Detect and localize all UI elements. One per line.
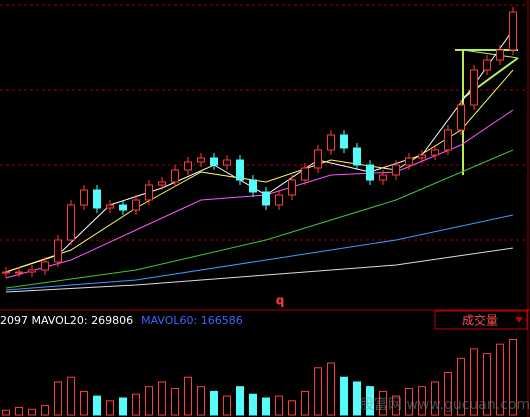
indicator-text: 2097 MAVOL20: 269806 bbox=[0, 314, 133, 327]
volume-bar bbox=[340, 376, 348, 416]
candle-body bbox=[340, 134, 348, 149]
volume-bar bbox=[509, 338, 517, 416]
marker-label: q bbox=[276, 294, 285, 308]
volume-bar bbox=[470, 348, 478, 416]
candle-body bbox=[119, 204, 127, 211]
candle-body bbox=[158, 181, 166, 186]
candle-body bbox=[262, 191, 270, 206]
candle-body bbox=[249, 179, 257, 193]
moving-average bbox=[5, 247, 514, 293]
candle-body bbox=[483, 59, 491, 71]
volume-bar bbox=[314, 367, 322, 416]
candle-body bbox=[275, 194, 283, 206]
volume-bar bbox=[405, 388, 413, 416]
candle-body bbox=[106, 204, 114, 209]
volume-bar bbox=[366, 386, 374, 416]
volume-bar bbox=[54, 381, 62, 416]
candle-body bbox=[223, 159, 231, 166]
volume-bar bbox=[132, 393, 140, 416]
volume-bar bbox=[249, 393, 257, 416]
volume-bar bbox=[2, 409, 10, 416]
candle-body bbox=[496, 49, 504, 61]
candle-body bbox=[184, 161, 192, 171]
candle-body bbox=[197, 157, 205, 163]
volume-bar bbox=[15, 406, 23, 416]
panel-label-box[interactable] bbox=[434, 310, 528, 330]
candle-body bbox=[444, 129, 452, 151]
moving-average bbox=[5, 69, 514, 273]
volume-bar bbox=[158, 381, 166, 416]
volume-bar bbox=[119, 397, 127, 416]
candle-body bbox=[366, 164, 374, 181]
volume-bar bbox=[496, 343, 504, 416]
volume-bar bbox=[106, 400, 114, 416]
candle-body bbox=[145, 184, 153, 201]
watermark: 股富网 www.gucuan.com bbox=[360, 396, 530, 413]
volume-bar bbox=[392, 395, 400, 416]
candle-body bbox=[379, 174, 387, 181]
volume-bar bbox=[483, 353, 491, 416]
candle-body bbox=[327, 134, 335, 151]
volume-bar bbox=[457, 357, 465, 416]
volume-bar bbox=[379, 390, 387, 416]
volume-bar bbox=[444, 372, 452, 416]
candle-body bbox=[288, 179, 296, 196]
volume-bar bbox=[93, 395, 101, 416]
candle-body bbox=[418, 154, 426, 159]
volume-bar bbox=[197, 386, 205, 416]
candle-body bbox=[392, 164, 400, 176]
candle-body bbox=[67, 204, 75, 241]
moving-average bbox=[5, 214, 514, 291]
candle-body bbox=[132, 199, 140, 211]
volume-bar bbox=[41, 405, 49, 416]
volume-bar bbox=[184, 376, 192, 416]
candle-body bbox=[509, 11, 517, 51]
volume-bar bbox=[327, 362, 335, 416]
candle-body bbox=[457, 104, 465, 131]
volume-bar bbox=[236, 386, 244, 416]
candle-body bbox=[470, 69, 478, 106]
volume-bar bbox=[262, 397, 270, 416]
volume-bar bbox=[28, 408, 36, 416]
candle-body bbox=[301, 167, 309, 181]
candle-body bbox=[210, 157, 218, 166]
candle-body bbox=[353, 147, 361, 166]
volume-bar bbox=[223, 395, 231, 416]
volume-bar bbox=[301, 390, 309, 416]
moving-average bbox=[5, 149, 514, 289]
candle-body bbox=[314, 149, 322, 169]
volume-bar bbox=[67, 376, 75, 416]
candle-body bbox=[93, 189, 101, 209]
volume-bar bbox=[288, 400, 296, 416]
candle-body bbox=[80, 189, 88, 206]
volume-bar bbox=[353, 381, 361, 416]
dropdown-arrow[interactable] bbox=[515, 317, 523, 323]
candle-body bbox=[54, 239, 62, 263]
candle-body bbox=[405, 157, 413, 166]
volume-bar bbox=[431, 381, 439, 416]
volume-bar bbox=[210, 390, 218, 416]
volume-bar bbox=[145, 386, 153, 416]
candle-body bbox=[2, 271, 10, 274]
volume-bar bbox=[418, 386, 426, 416]
candle-body bbox=[236, 159, 244, 181]
candle-body bbox=[431, 149, 439, 156]
candle-body bbox=[41, 261, 49, 271]
volume-bar bbox=[171, 388, 179, 416]
indicator-text: MAVOL60: 166586 bbox=[141, 314, 243, 327]
volume-bar bbox=[275, 395, 283, 416]
candle-body bbox=[28, 269, 36, 273]
candle-body bbox=[15, 271, 23, 274]
volume-bar bbox=[80, 390, 88, 416]
candle-body bbox=[171, 169, 179, 183]
panel-label: 成交量 bbox=[462, 313, 498, 328]
